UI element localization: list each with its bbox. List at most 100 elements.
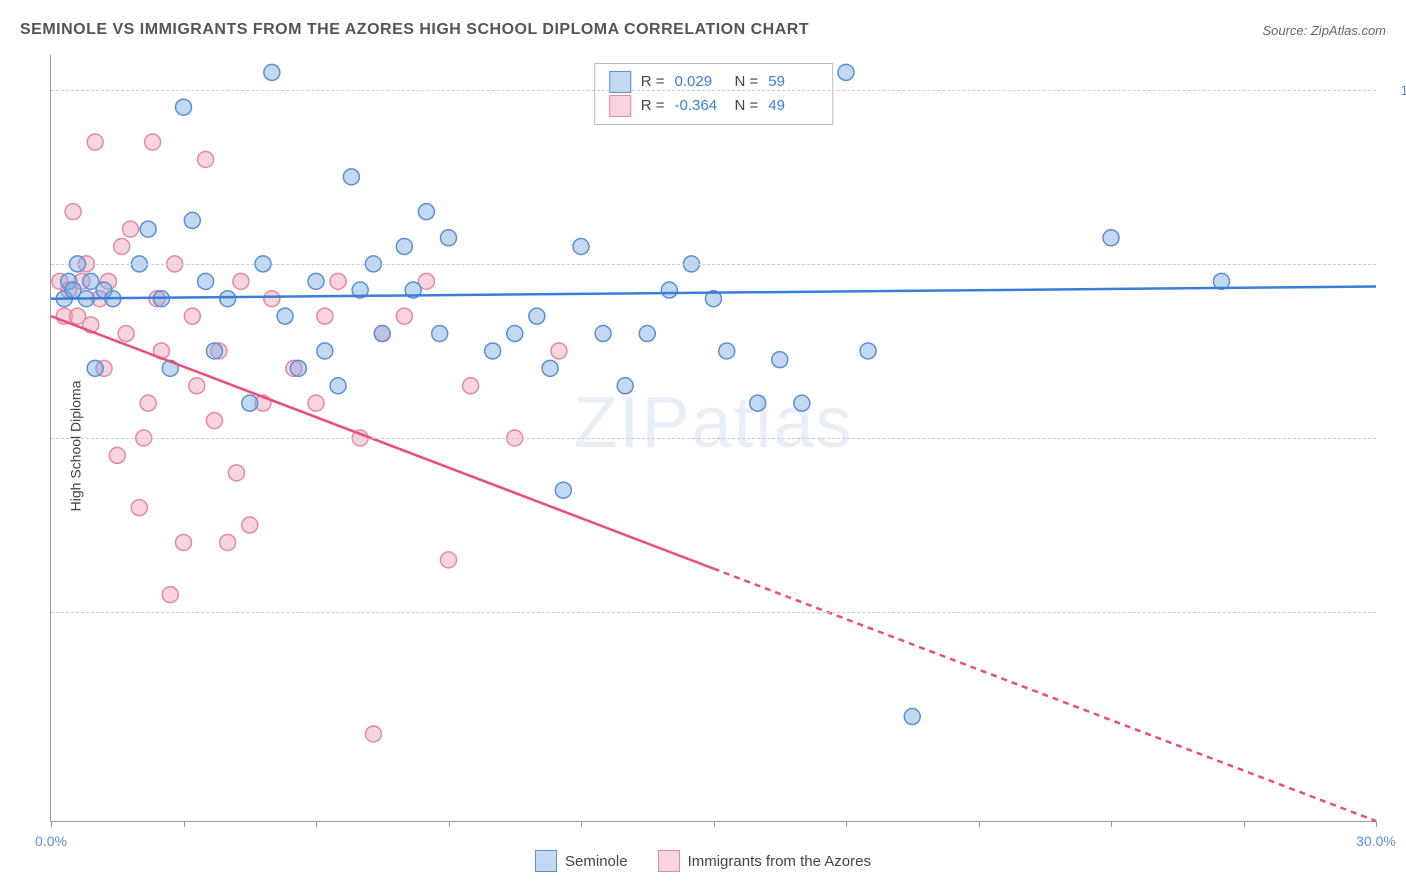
point-series1 [176, 99, 192, 115]
point-series1 [374, 326, 390, 342]
grid-line [51, 612, 1376, 613]
y-tick-label: 100.0% [1388, 82, 1406, 98]
y-tick-label: 80.0% [1388, 430, 1406, 446]
point-series2 [162, 587, 178, 603]
legend-swatch [658, 850, 680, 872]
grid-line [51, 264, 1376, 265]
source-attribution: Source: ZipAtlas.com [1262, 23, 1386, 38]
point-series1 [330, 378, 346, 394]
point-series2 [551, 343, 567, 359]
point-series1 [264, 64, 280, 80]
point-series2 [396, 308, 412, 324]
point-series1 [639, 326, 655, 342]
point-series1 [198, 273, 214, 289]
grid-line [51, 438, 1376, 439]
point-series1 [206, 343, 222, 359]
point-series1 [529, 308, 545, 324]
point-series2 [206, 413, 222, 429]
point-series1 [343, 169, 359, 185]
point-series2 [233, 273, 249, 289]
point-series2 [118, 326, 134, 342]
point-series1 [750, 395, 766, 411]
x-tick [449, 821, 450, 827]
point-series2 [145, 134, 161, 150]
point-series1 [661, 282, 677, 298]
point-series1 [595, 326, 611, 342]
legend-stats-row: R =-0.364N =49 [609, 94, 819, 118]
point-series2 [220, 534, 236, 550]
point-series1 [432, 326, 448, 342]
point-series1 [184, 212, 200, 228]
point-series2 [123, 221, 139, 237]
point-series2 [140, 395, 156, 411]
x-tick [316, 821, 317, 827]
grid-line [51, 90, 1376, 91]
x-tick [846, 821, 847, 827]
point-series2 [114, 239, 130, 255]
point-series1 [507, 326, 523, 342]
plot-box: ZIPatlas R =0.029N =59R =-0.364N =49 70.… [50, 55, 1376, 822]
legend-label: Immigrants from the Azores [688, 853, 871, 870]
point-series1 [242, 395, 258, 411]
chart-title: SEMINOLE VS IMMIGRANTS FROM THE AZORES H… [20, 21, 809, 39]
legend-item: Seminole [535, 850, 628, 872]
x-tick [184, 821, 185, 827]
point-series2 [264, 291, 280, 307]
x-tick [1244, 821, 1245, 827]
point-series2 [198, 151, 214, 167]
point-series2 [308, 395, 324, 411]
x-tick-label: 30.0% [1356, 833, 1396, 849]
point-series2 [131, 500, 147, 516]
r-value: -0.364 [675, 94, 725, 118]
point-series1 [838, 64, 854, 80]
point-series1 [140, 221, 156, 237]
x-tick [979, 821, 980, 827]
point-series1 [772, 352, 788, 368]
point-series1 [277, 308, 293, 324]
point-series2 [229, 465, 245, 481]
point-series1 [860, 343, 876, 359]
legend-stats: R =0.029N =59R =-0.364N =49 [594, 63, 834, 125]
point-series1 [441, 230, 457, 246]
trend-line-series2-dashed [714, 569, 1377, 821]
point-series2 [109, 447, 125, 463]
title-bar: SEMINOLE VS IMMIGRANTS FROM THE AZORES H… [0, 0, 1406, 50]
point-series1 [1103, 230, 1119, 246]
x-tick [1111, 821, 1112, 827]
point-series2 [330, 273, 346, 289]
x-tick-label: 0.0% [35, 833, 67, 849]
legend-label: Seminole [565, 853, 628, 870]
y-tick-label: 70.0% [1388, 604, 1406, 620]
legend-series: Seminole Immigrants from the Azores [535, 850, 871, 872]
point-series2 [463, 378, 479, 394]
point-series1 [308, 273, 324, 289]
point-series1 [555, 482, 571, 498]
point-series1 [485, 343, 501, 359]
x-tick [1376, 821, 1377, 827]
point-series1 [317, 343, 333, 359]
legend-swatch [609, 95, 631, 117]
point-series1 [87, 360, 103, 376]
point-series2 [176, 534, 192, 550]
point-series1 [617, 378, 633, 394]
point-series2 [317, 308, 333, 324]
point-series1 [794, 395, 810, 411]
legend-swatch [535, 850, 557, 872]
legend-item: Immigrants from the Azores [658, 850, 871, 872]
point-series2 [65, 204, 81, 220]
point-series2 [365, 726, 381, 742]
point-series2 [87, 134, 103, 150]
point-series1 [573, 239, 589, 255]
point-series1 [290, 360, 306, 376]
y-tick-label: 90.0% [1388, 256, 1406, 272]
point-series1 [418, 204, 434, 220]
point-series2 [441, 552, 457, 568]
x-tick [51, 821, 52, 827]
n-value: 49 [768, 94, 818, 118]
correlation-chart: SEMINOLE VS IMMIGRANTS FROM THE AZORES H… [0, 0, 1406, 892]
point-series1 [220, 291, 236, 307]
plot-area: ZIPatlas R =0.029N =59R =-0.364N =49 70.… [50, 55, 1376, 822]
point-series1 [719, 343, 735, 359]
point-series1 [396, 239, 412, 255]
point-series2 [189, 378, 205, 394]
